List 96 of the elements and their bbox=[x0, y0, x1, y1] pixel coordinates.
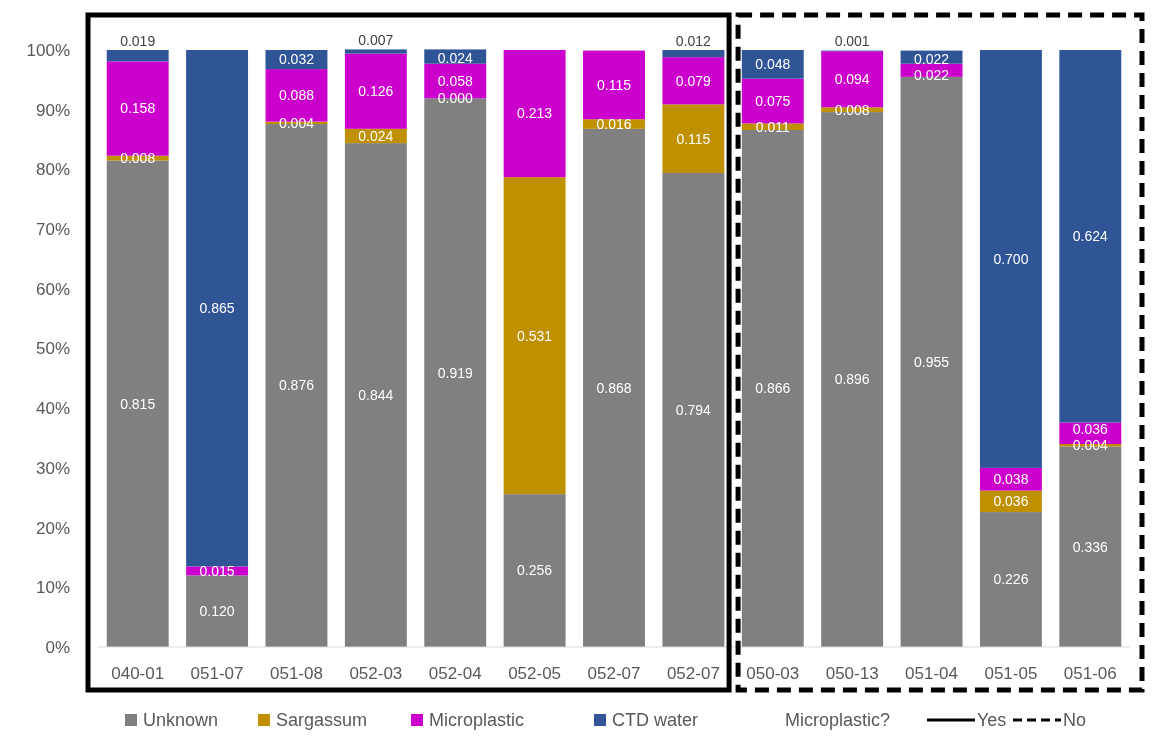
bar bbox=[662, 50, 725, 58]
bar bbox=[662, 104, 725, 173]
bar bbox=[344, 143, 407, 647]
data-label: 0.015 bbox=[199, 562, 235, 579]
x-tick-label: 051-05 bbox=[984, 663, 1038, 683]
data-label: 0.038 bbox=[993, 471, 1029, 488]
data-label: 0.336 bbox=[1072, 538, 1109, 555]
legend-label: Microplastic bbox=[429, 710, 525, 731]
data-label: 0.007 bbox=[358, 32, 394, 49]
bar bbox=[1059, 50, 1122, 423]
x-tick-label: 052-04 bbox=[428, 663, 482, 683]
legend-label: Sargassum bbox=[276, 710, 368, 731]
data-label: 0.094 bbox=[834, 71, 870, 88]
data-label: 0.256 bbox=[517, 562, 553, 579]
x-tick-label: 052-07 bbox=[587, 663, 641, 683]
data-label: 0.088 bbox=[278, 87, 315, 104]
bar bbox=[741, 78, 804, 124]
y-tick-label: 80% bbox=[35, 160, 70, 180]
y-tick-label: 40% bbox=[35, 399, 70, 419]
y-tick-label: 30% bbox=[35, 458, 70, 478]
data-label: 0.022 bbox=[914, 67, 950, 84]
bar bbox=[979, 512, 1042, 647]
legend-label: Unknown bbox=[143, 710, 219, 731]
x-tick-label: 050-03 bbox=[746, 663, 800, 683]
data-label: 0.794 bbox=[675, 401, 712, 418]
bar bbox=[583, 50, 645, 120]
data-label: 0.019 bbox=[120, 32, 156, 49]
x-tick-label: 052-03 bbox=[349, 663, 403, 683]
data-label: 0.844 bbox=[358, 386, 394, 403]
bar bbox=[344, 53, 407, 129]
data-label: 0.815 bbox=[120, 395, 156, 412]
bar bbox=[741, 130, 804, 647]
data-label: 0.004 bbox=[278, 114, 315, 131]
data-label: 0.896 bbox=[834, 371, 870, 388]
text: No bbox=[1063, 710, 1087, 731]
y-tick-label: 60% bbox=[35, 279, 70, 299]
x-tick-label: 050-13 bbox=[825, 663, 879, 683]
text: Microplastic? bbox=[785, 710, 891, 731]
data-label: 0.531 bbox=[517, 327, 553, 344]
data-label: 0.048 bbox=[755, 56, 791, 73]
bar bbox=[186, 575, 249, 647]
bar bbox=[662, 57, 725, 105]
data-label: 0.226 bbox=[993, 571, 1029, 588]
data-label: 0.004 bbox=[1072, 437, 1109, 454]
bar bbox=[503, 50, 566, 178]
bar bbox=[979, 50, 1042, 468]
y-tick-label: 10% bbox=[35, 578, 70, 598]
legend-label: CTD water bbox=[612, 710, 699, 731]
bar bbox=[503, 177, 566, 495]
bar bbox=[344, 49, 407, 54]
text: Yes bbox=[977, 710, 1007, 731]
y-tick-label: 100% bbox=[26, 40, 70, 60]
x-tick-label: 052-05 bbox=[508, 663, 562, 683]
y-tick-label: 90% bbox=[35, 100, 70, 120]
data-label: 0.036 bbox=[993, 493, 1029, 510]
bar bbox=[186, 50, 249, 567]
data-label: 0.115 bbox=[676, 130, 711, 147]
data-label: 0.016 bbox=[596, 115, 632, 132]
y-tick-label: 20% bbox=[35, 518, 70, 538]
data-label: 0.058 bbox=[437, 72, 473, 89]
data-label: 0.126 bbox=[358, 83, 394, 100]
x-tick-label: 051-08 bbox=[269, 663, 323, 683]
data-label: 0.024 bbox=[358, 127, 394, 144]
data-label: 0.036 bbox=[1072, 421, 1109, 438]
data-label: 0.079 bbox=[675, 72, 712, 89]
bar bbox=[583, 128, 645, 647]
y-tick-label: 50% bbox=[35, 339, 70, 359]
data-label: 0.955 bbox=[914, 353, 950, 370]
data-label: 0.115 bbox=[597, 76, 632, 93]
x-tick-label: 051-06 bbox=[1063, 663, 1117, 683]
data-label: 0.865 bbox=[199, 300, 235, 317]
bar bbox=[106, 50, 169, 62]
y-tick-label: 70% bbox=[35, 220, 70, 240]
data-label: 0.001 bbox=[834, 33, 870, 50]
data-label: 0.120 bbox=[199, 603, 235, 620]
data-label: 0.075 bbox=[755, 92, 791, 109]
data-label: 0.866 bbox=[755, 380, 791, 397]
data-label: 0.700 bbox=[993, 250, 1029, 267]
x-tick-label: 051-04 bbox=[905, 663, 959, 683]
data-label: 0.624 bbox=[1072, 228, 1109, 245]
data-label: 0.012 bbox=[675, 32, 712, 49]
bar bbox=[503, 494, 566, 647]
data-label: 0.876 bbox=[278, 377, 315, 394]
data-label: 0.022 bbox=[914, 51, 950, 68]
x-tick-label: 052-07 bbox=[666, 663, 720, 683]
y-tick-label: 0% bbox=[45, 637, 70, 657]
x-tick-label: 051-07 bbox=[190, 663, 244, 683]
x-tick-label: 040-01 bbox=[111, 663, 165, 683]
data-label: 0.213 bbox=[517, 105, 553, 122]
data-label: 0.032 bbox=[278, 51, 315, 68]
bar bbox=[741, 50, 804, 79]
data-label: 0.158 bbox=[120, 100, 156, 117]
bar bbox=[662, 172, 725, 647]
data-label: 0.024 bbox=[437, 50, 473, 67]
data-label: 0.868 bbox=[596, 379, 632, 396]
data-label: 0.919 bbox=[437, 364, 473, 381]
